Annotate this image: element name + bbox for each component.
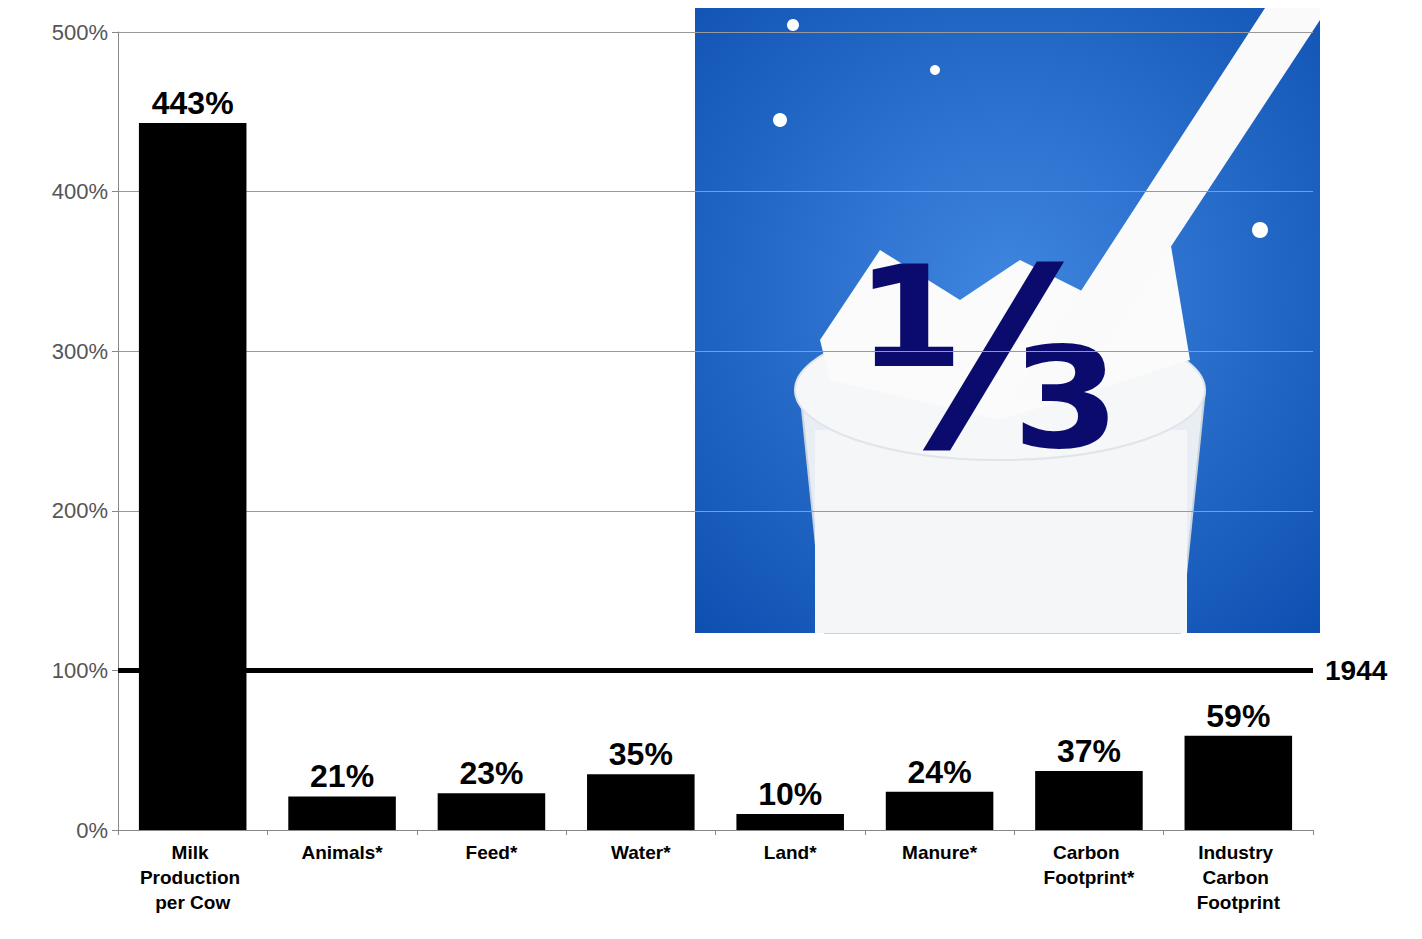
svg-text:24%: 24%: [908, 754, 972, 790]
svg-text:21%: 21%: [310, 758, 374, 794]
svg-text:23%: 23%: [459, 755, 523, 791]
svg-text:Carbon: Carbon: [1202, 867, 1274, 888]
svg-text:0%: 0%: [76, 818, 108, 843]
svg-text:37%: 37%: [1057, 733, 1121, 769]
svg-text:59%: 59%: [1206, 698, 1270, 734]
svg-text:1944: 1944: [1325, 655, 1388, 686]
svg-text:10%: 10%: [758, 776, 822, 812]
svg-text:Manure*: Manure*: [902, 842, 978, 863]
svg-text:Footprint*: Footprint*: [1044, 867, 1135, 888]
svg-text:Industry: Industry: [1198, 842, 1278, 863]
svg-text:per Cow: per Cow: [155, 892, 230, 913]
svg-text:Water*: Water*: [611, 842, 671, 863]
svg-text:Production: Production: [140, 867, 246, 888]
svg-text:Carbon: Carbon: [1053, 842, 1125, 863]
svg-text:Animals*: Animals*: [301, 842, 383, 863]
svg-text:100%: 100%: [52, 658, 108, 683]
svg-text:⅓: ⅓: [861, 215, 1120, 506]
svg-text:400%: 400%: [52, 179, 108, 204]
svg-text:Land*: Land*: [764, 842, 817, 863]
svg-text:500%: 500%: [52, 20, 108, 45]
svg-text:300%: 300%: [52, 339, 108, 364]
svg-text:Footprint: Footprint: [1197, 892, 1281, 913]
svg-text:443%: 443%: [152, 85, 234, 121]
svg-text:200%: 200%: [52, 498, 108, 523]
svg-text:Milk: Milk: [172, 842, 214, 863]
svg-text:35%: 35%: [609, 736, 673, 772]
svg-text:Feed*: Feed*: [466, 842, 518, 863]
